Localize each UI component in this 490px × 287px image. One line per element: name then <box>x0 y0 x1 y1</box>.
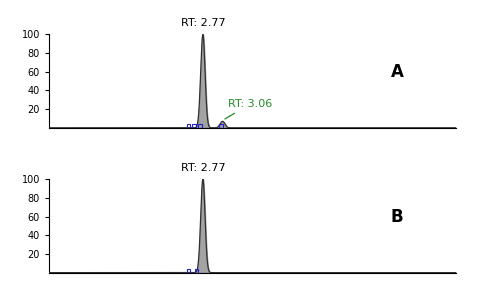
Text: B: B <box>391 208 403 226</box>
Bar <box>187 124 190 128</box>
Bar <box>219 124 223 128</box>
Bar <box>195 269 198 273</box>
Text: RT: 2.77: RT: 2.77 <box>180 163 225 173</box>
Bar <box>187 269 190 273</box>
Bar <box>192 124 196 128</box>
Text: RT: 2.77: RT: 2.77 <box>180 18 225 28</box>
Bar <box>198 124 202 128</box>
Text: A: A <box>391 63 403 81</box>
Text: RT: 3.06: RT: 3.06 <box>225 99 272 119</box>
